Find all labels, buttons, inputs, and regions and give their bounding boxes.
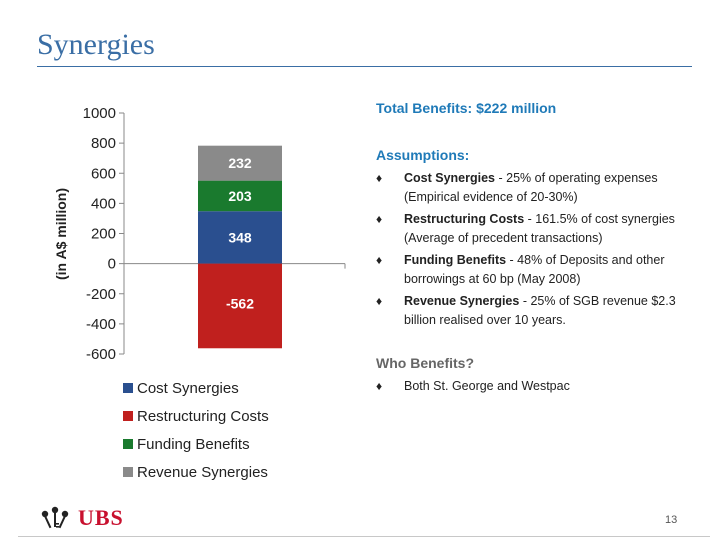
assumption-text: - 25% of operating expenses (Empirical e…	[404, 171, 658, 204]
legend-item: Revenue Synergies	[123, 458, 269, 486]
total-benefits-label: Total Benefits:	[376, 100, 473, 116]
assumption-text: - 48% of Deposits and other borrowings a…	[404, 253, 665, 286]
diamond-bullet-icon: ♦	[376, 171, 383, 185]
bar-segment	[198, 263, 282, 349]
bullet-item: ♦ Restructuring Costs - 161.5% of cost sy…	[376, 210, 696, 248]
footer-divider	[18, 536, 710, 537]
y-tick-label: 400	[91, 195, 116, 212]
legend-swatch	[123, 383, 133, 393]
legend-label: Cost Synergies	[137, 379, 239, 397]
who-benefits-text: Both St. George and Westpac	[404, 379, 570, 393]
assumption-term: Cost Synergies	[404, 171, 496, 185]
bar-data-label: -562	[226, 296, 254, 312]
legend-swatch	[123, 439, 133, 449]
assumption-term: Funding Benefits	[404, 253, 507, 267]
y-tick-label: 800	[91, 135, 116, 152]
stacked-bar-chart: 1000 800 600 400 200 0 -200 -400 -600 (in A$ mill…	[53, 105, 346, 363]
diamond-bullet-icon: ♦	[376, 253, 383, 267]
y-tick-label: -600	[86, 346, 116, 363]
assumption-text: - 161.5% of cost synergies (Average of p…	[404, 212, 675, 245]
y-axis-label: (in A$ million)	[53, 188, 69, 280]
assumptions-heading: Assumptions:	[376, 147, 470, 163]
assumptions-list: ♦ Cost Synergies - 25% of operating expen…	[376, 169, 696, 330]
total-benefits: Total Benefits: $222 million	[376, 100, 696, 116]
bar-segment	[198, 211, 282, 264]
legend-item: Cost Synergies	[123, 374, 269, 402]
bullet-item: ♦ Cost Synergies - 25% of operating expen…	[376, 169, 696, 207]
legend-swatch	[123, 467, 133, 477]
legend-label: Restructuring Costs	[137, 407, 269, 425]
who-benefits-list: ♦ Both St. George and Westpac	[376, 377, 696, 396]
y-tick-label: -200	[86, 286, 116, 303]
legend-item: Funding Benefits	[123, 430, 269, 458]
diamond-bullet-icon: ♦	[376, 212, 383, 226]
three-keys-icon	[41, 506, 69, 529]
diamond-bullet-icon: ♦	[376, 379, 383, 393]
slide-title: Synergies	[37, 28, 155, 61]
y-tick-label: 0	[108, 256, 116, 273]
bar-data-label: 203	[228, 188, 252, 204]
assumption-text: - 25% of SGB revenue $2.3 billion realis…	[404, 294, 676, 327]
bar-data-label: 232	[228, 155, 252, 171]
title-divider	[37, 66, 692, 67]
bullet-item: ♦ Funding Benefits - 48% of Deposits and …	[376, 251, 696, 289]
logo-text: UBS	[78, 505, 124, 530]
diamond-bullet-icon: ♦	[376, 294, 383, 308]
chart-legend: Cost Synergies Restructuring Costs Funding…	[123, 374, 269, 486]
assumption-term: Revenue Synergies	[404, 294, 520, 308]
info-panel: Total Benefits: $222 million Assumptions…	[376, 100, 696, 399]
legend-label: Revenue Synergies	[137, 463, 268, 481]
bullet-item: ♦ Both St. George and Westpac	[376, 377, 696, 396]
bar-segment	[198, 145, 282, 181]
who-benefits-heading: Who Benefits?	[376, 355, 474, 371]
bar-data-label: 348	[228, 229, 252, 245]
bullet-item: ♦ Revenue Synergies - 25% of SGB revenue …	[376, 292, 696, 330]
y-tick-label: 200	[91, 226, 116, 243]
total-benefits-value: $222 million	[476, 100, 557, 116]
legend-item: Restructuring Costs	[123, 402, 269, 430]
assumption-term: Restructuring Costs	[404, 212, 525, 226]
y-tick-label: 600	[91, 165, 116, 182]
ubs-logo: UBS	[38, 505, 124, 531]
y-tick-label: -400	[86, 316, 116, 333]
page-number: 13	[665, 514, 678, 526]
y-tick-label: 1000	[83, 105, 116, 122]
legend-swatch	[123, 411, 133, 421]
bar-segment	[198, 180, 282, 212]
legend-label: Funding Benefits	[137, 435, 250, 453]
